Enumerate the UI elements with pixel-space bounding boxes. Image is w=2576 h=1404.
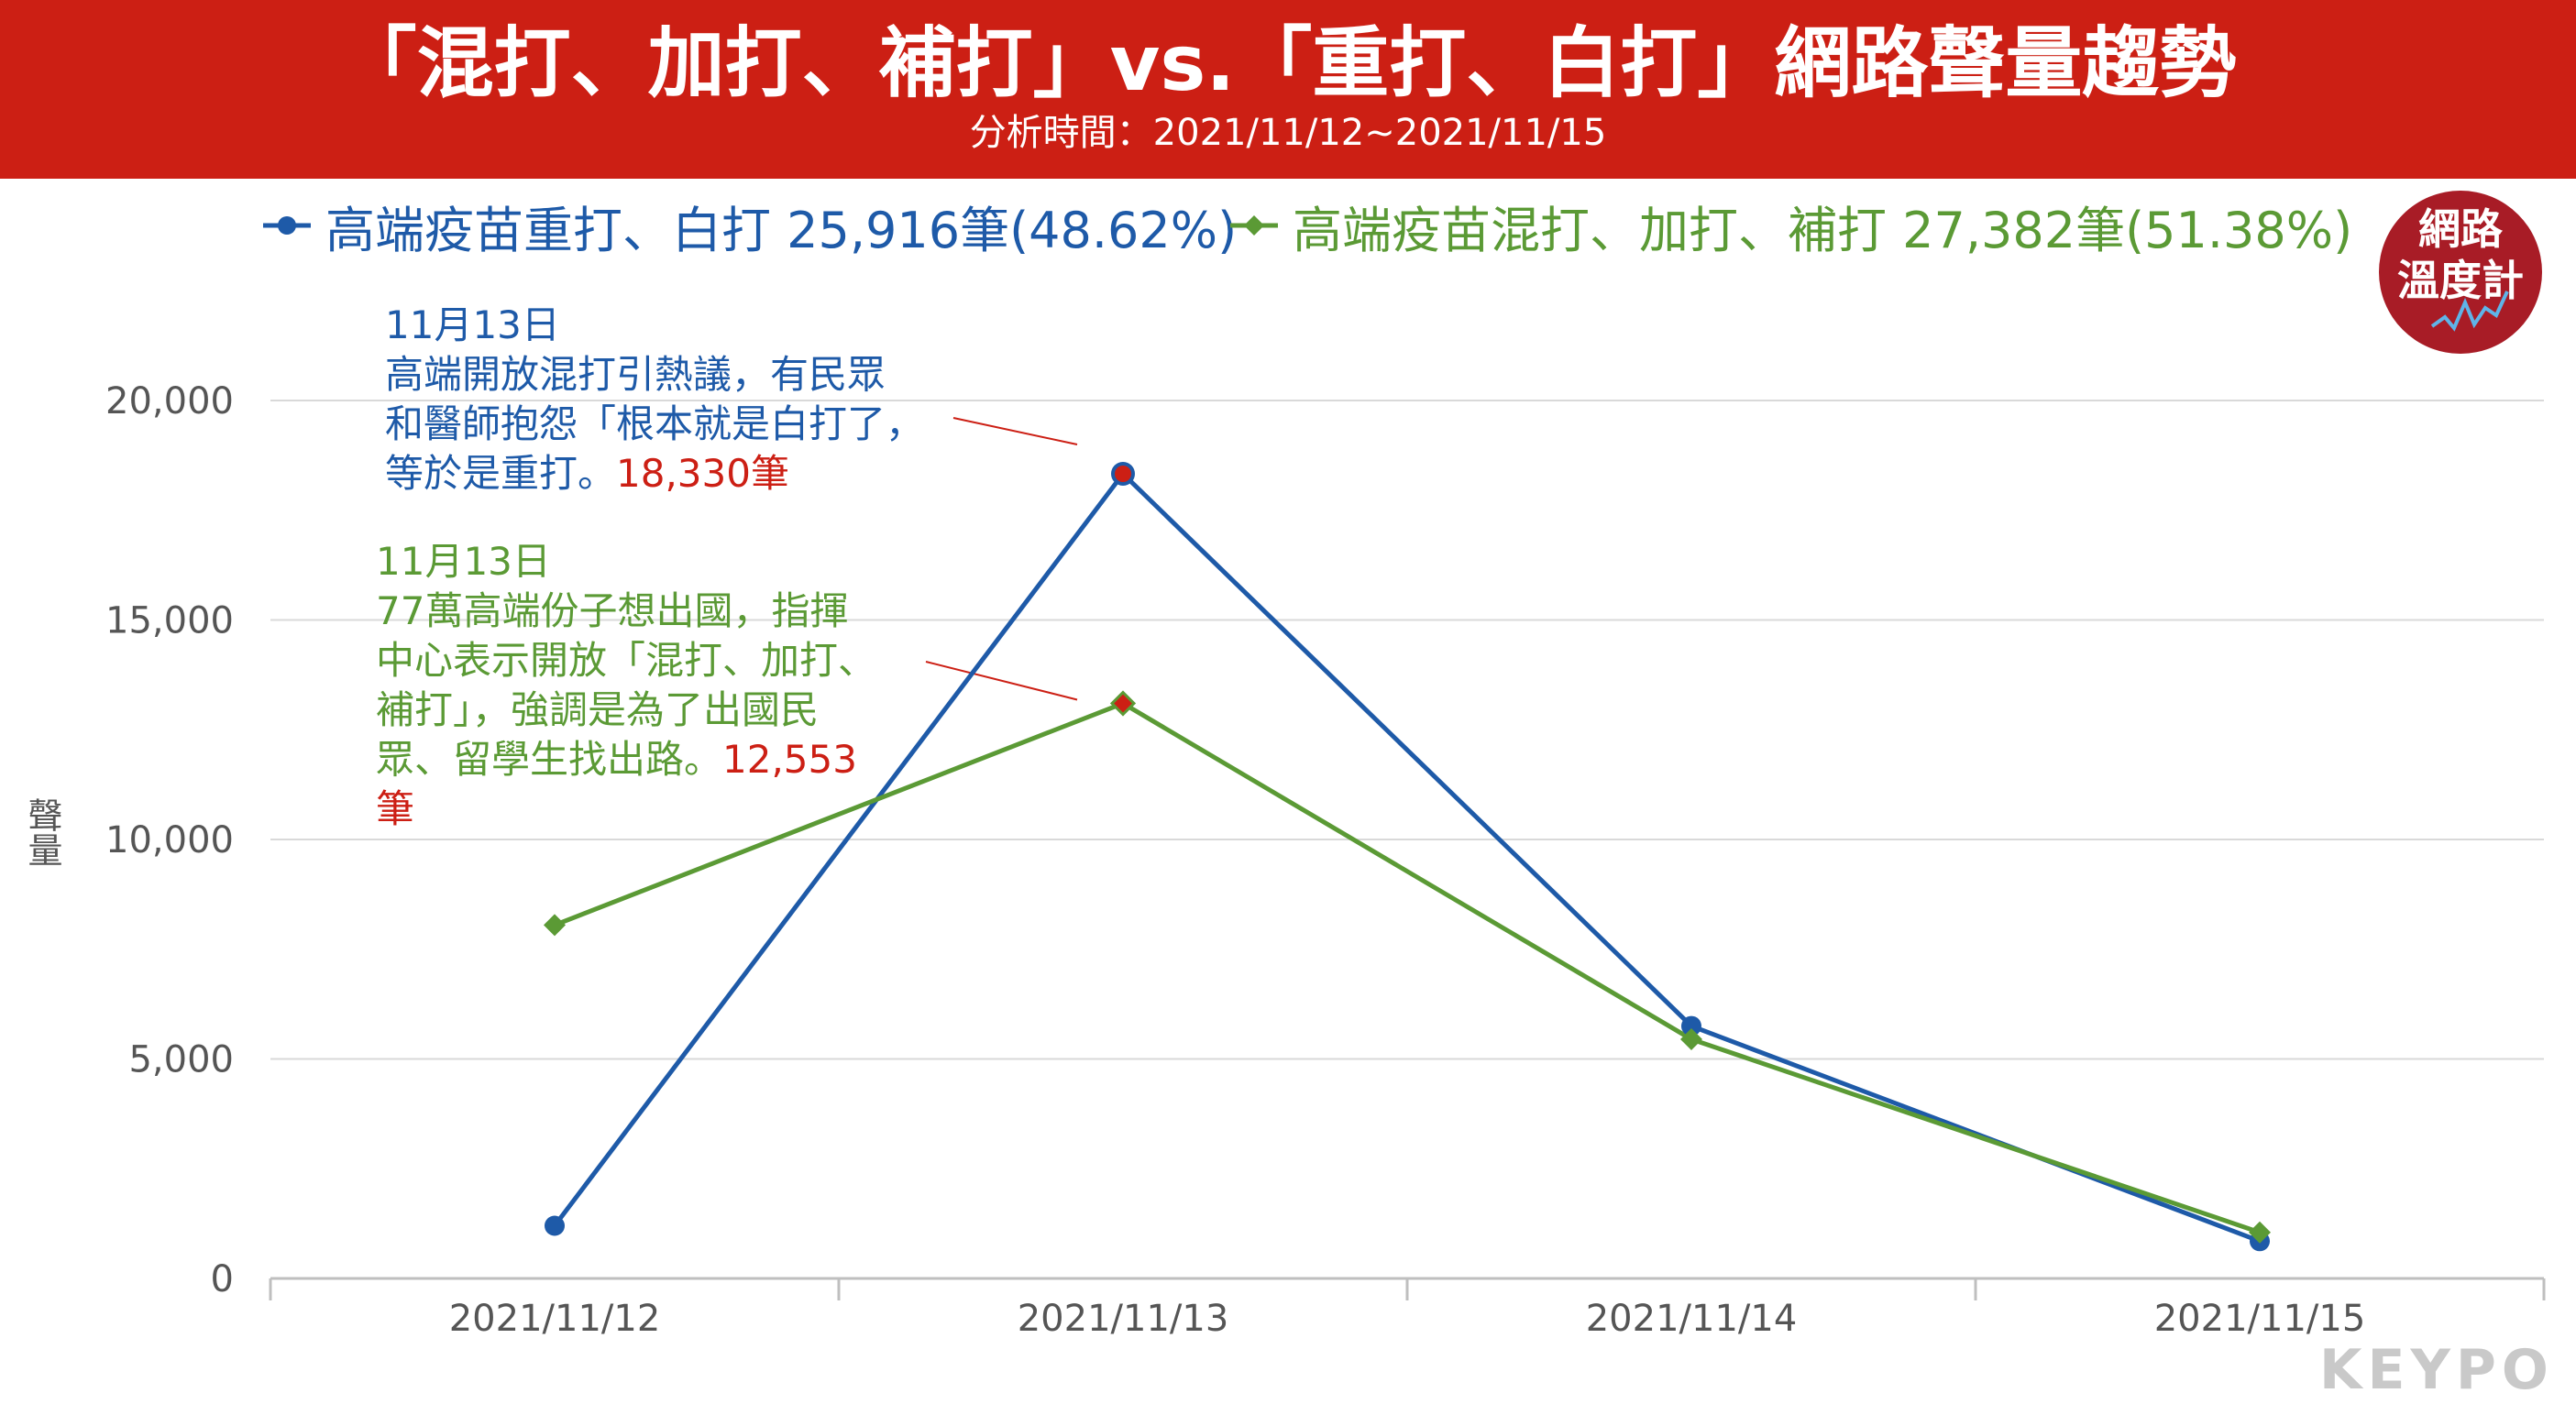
pulse-wave-icon: [2430, 291, 2509, 332]
annotation-leaders: [925, 417, 1078, 701]
legend-line-circle-icon: [263, 216, 311, 235]
annotation-blue-line3: 等於是重打。18,330筆: [385, 451, 789, 496]
network-thermometer-badge: 網路 溫度計: [2379, 191, 2542, 354]
annotation-green-value: 12,553: [722, 737, 857, 782]
y-tick-label: 20,000: [105, 380, 234, 422]
annotation-green-line4: 眾、留學生找出路。12,553: [376, 737, 857, 782]
y-tick-label: 5,000: [128, 1039, 234, 1081]
y-tick-label: 0: [211, 1258, 234, 1300]
legend-label-green: 高端疫苗混打、加打、補打 27,382筆(51.38%): [1293, 201, 2353, 259]
annotation-blue-value: 18,330筆: [616, 451, 789, 496]
axes: 0 5,000 10,000 15,000 20,000 2021/11/12 2021/1…: [105, 380, 2546, 1340]
title-banner: 「混打、加打、補打」vs.「重打、白打」網路聲量趨勢 分析時間：2021/11/…: [0, 0, 2576, 179]
y-tick-label: 10,000: [105, 819, 234, 861]
data-point-green: [1109, 690, 1137, 717]
annotation-green-leader: [925, 661, 1078, 701]
badge-line2: 溫度計: [2397, 256, 2524, 305]
chart-title: 「混打、加打、補打」vs.「重打、白打」網路聲量趨勢: [339, 18, 2237, 108]
annotation-blue-line2: 和醫師抱怨「根本就是白打了，: [385, 401, 925, 446]
legend-label-blue: 高端疫苗重打、白打 25,916筆(48.62%): [325, 201, 1238, 259]
x-tick-label: 2021/11/12: [449, 1298, 661, 1340]
annotation-green-line1: 77萬高端份子想出國，指揮: [376, 588, 849, 633]
annotation-green-date: 11月13日: [376, 539, 551, 584]
series: [544, 461, 2271, 1252]
annotation-blue-leader: [952, 417, 1078, 445]
grid-lines: [270, 400, 2544, 1060]
x-tick-label: 2021/11/13: [1018, 1298, 1229, 1340]
data-point-green: [1680, 1027, 1702, 1050]
y-axis-label: 聲量: [22, 797, 62, 867]
data-point-green: [2249, 1221, 2271, 1244]
series-line-green: [554, 700, 2261, 1235]
badge-line1: 網路: [2418, 204, 2503, 254]
annotation-green-unit: 筆: [376, 786, 415, 831]
annotation-blue-line1: 高端開放混打引熱議，有民眾: [385, 352, 886, 397]
data-point-blue: [545, 1215, 565, 1236]
annotation-green-line2: 中心表示開放「混打、加打、: [376, 638, 877, 683]
data-point-green: [544, 914, 566, 937]
analysis-period: 分析時間：2021/11/12~2021/11/15: [969, 112, 1607, 154]
data-point-blue: [1681, 1015, 1701, 1037]
x-tick-label: 2021/11/14: [1586, 1298, 1798, 1340]
annotation-green-line3: 補打」，強調是為了出國民: [376, 687, 820, 732]
annotation-blue: 11月13日 高端開放混打引熱議，有民眾 和醫師抱怨「根本就是白打了， 等於是重…: [385, 301, 924, 499]
legend-item-green: 高端疫苗混打、加打、補打 27,382筆(51.38%): [1228, 192, 2352, 259]
legend-line-diamond-icon: [1230, 215, 1278, 236]
keypo-logo: KEYPO: [2319, 1338, 2554, 1402]
data-point-blue: [1111, 461, 1135, 486]
annotation-blue-date: 11月13日: [385, 302, 560, 347]
y-tick-label: 15,000: [105, 600, 234, 642]
legend-item-blue: 高端疫苗重打、白打 25,916筆(48.62%): [261, 192, 1237, 259]
x-tick-label: 2021/11/15: [2154, 1298, 2366, 1340]
annotation-green: 11月13日 77萬高端份子想出國，指揮 中心表示開放「混打、加打、 補打」，強…: [376, 537, 876, 834]
